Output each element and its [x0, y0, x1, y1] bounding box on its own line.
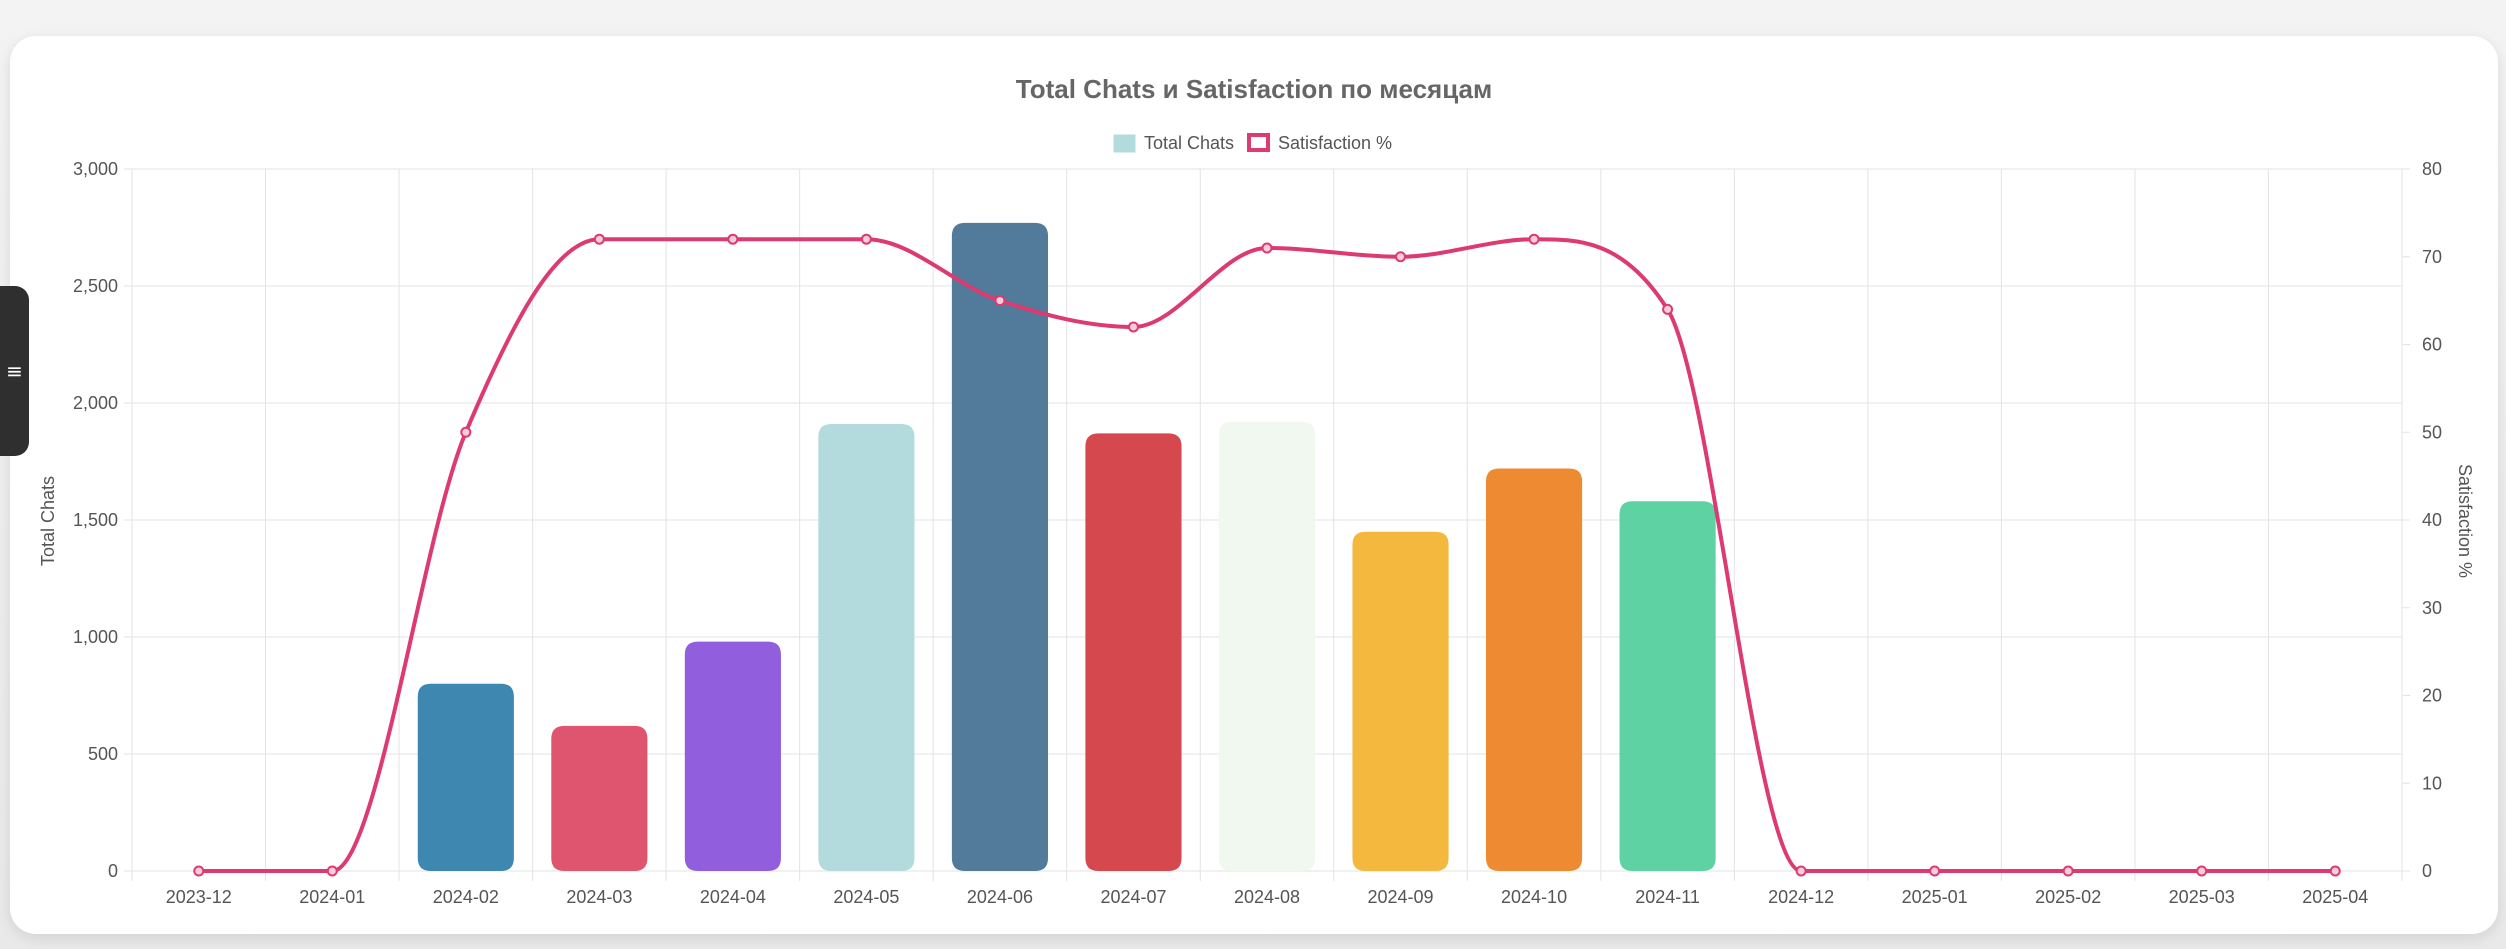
y-left-tick-label: 0	[108, 861, 118, 881]
x-tick-label: 2024-05	[833, 887, 899, 907]
y-left-tick-label: 2,000	[73, 393, 118, 413]
legend-item-satisfaction[interactable]: Satisfaction %	[1247, 133, 1392, 153]
y-right-tick-label: 60	[2422, 335, 2442, 355]
chart-title: Total Chats и Satisfaction по месяцам	[1016, 74, 1492, 104]
bar-2024-03[interactable]	[551, 725, 648, 871]
legend-label-satisfaction: Satisfaction %	[1278, 133, 1392, 153]
legend: Total Chats Satisfaction %	[1113, 133, 1392, 153]
y-left-tick-label: 2,500	[73, 276, 118, 296]
y-left-tick-label: 1,500	[73, 510, 118, 530]
y-right-tick-label: 0	[2422, 861, 2432, 881]
legend-swatch-total-chats	[1113, 134, 1136, 153]
legend-swatch-satisfaction	[1247, 133, 1270, 152]
bar-2024-10[interactable]	[1485, 468, 1583, 871]
y-right-tick-label: 20	[2422, 686, 2442, 706]
satisfaction-point-2024-07[interactable]	[1127, 321, 1139, 333]
satisfaction-point-2024-03[interactable]	[593, 233, 605, 245]
y-right-tick-label: 80	[2422, 159, 2442, 179]
x-tick-label: 2023-12	[166, 887, 232, 907]
x-tick-label: 2025-01	[1902, 887, 1968, 907]
bar-2024-06[interactable]	[951, 222, 1049, 871]
satisfaction-point-2024-06[interactable]	[994, 295, 1006, 307]
y-right-tick-label: 70	[2422, 247, 2442, 267]
satisfaction-point-2024-11[interactable]	[1662, 303, 1674, 315]
bar-2024-11[interactable]	[1619, 501, 1716, 871]
x-tick-label: 2025-04	[2302, 887, 2368, 907]
x-tick-label: 2024-08	[1234, 887, 1300, 907]
satisfaction-point-2025-03[interactable]	[2196, 865, 2208, 877]
satisfaction-point-2024-08[interactable]	[1261, 242, 1273, 254]
line-series	[193, 233, 2341, 877]
satisfaction-point-2023-12[interactable]	[193, 865, 205, 877]
grid-lines	[124, 168, 2410, 881]
satisfaction-point-2024-02[interactable]	[460, 426, 472, 438]
satisfaction-point-2024-01[interactable]	[326, 865, 338, 877]
x-tick-label: 2024-06	[967, 887, 1033, 907]
y-left-tick-label: 500	[88, 744, 118, 764]
satisfaction-point-2025-04[interactable]	[2329, 865, 2341, 877]
legend-item-total-chats[interactable]: Total Chats	[1113, 133, 1234, 153]
satisfaction-point-2024-10[interactable]	[1528, 233, 1540, 245]
y-right-axis-label: Satisfaction %	[2455, 464, 2475, 578]
satisfaction-point-2025-02[interactable]	[2062, 865, 2074, 877]
satisfaction-point-2024-12[interactable]	[1795, 865, 1807, 877]
satisfaction-point-2025-01[interactable]	[1929, 865, 1941, 877]
x-tick-label: 2025-02	[2035, 887, 2101, 907]
x-tick-label: 2024-07	[1100, 887, 1166, 907]
satisfaction-point-2024-09[interactable]	[1395, 251, 1407, 263]
y-right-tick-label: 30	[2422, 598, 2442, 618]
x-tick-label: 2024-09	[1367, 887, 1433, 907]
y-left-axis-label: Total Chats	[38, 476, 58, 566]
bar-2024-04[interactable]	[684, 641, 781, 871]
y-right-tick-label: 10	[2422, 773, 2442, 793]
x-tick-label: 2024-02	[433, 887, 499, 907]
y-right-tick-label: 40	[2422, 510, 2442, 530]
hamburger-icon: ≡	[6, 359, 23, 383]
chart-card: 0 500 1,000 1,500 2,000 2,500 3,000 0 10 20 30 40 50…	[10, 36, 2498, 934]
y-left-tick-label: 1,000	[73, 627, 118, 647]
bar-2024-08[interactable]	[1218, 421, 1316, 871]
x-tick-label: 2025-03	[2169, 887, 2235, 907]
x-tick-label: 2024-11	[1635, 887, 1700, 907]
satisfaction-point-2024-05[interactable]	[860, 233, 872, 245]
bar-series	[417, 222, 1716, 871]
x-tick-label: 2024-01	[299, 887, 365, 907]
bar-2024-05[interactable]	[818, 424, 915, 871]
y-right-tick-label: 50	[2422, 422, 2442, 442]
axes: 0 500 1,000 1,500 2,000 2,500 3,000 0 10 20 30 40 50…	[73, 159, 2442, 907]
bar-2024-02[interactable]	[417, 683, 514, 871]
legend-label-total-chats: Total Chats	[1144, 133, 1234, 153]
x-tick-label: 2024-04	[700, 887, 766, 907]
x-tick-label: 2024-10	[1501, 887, 1567, 907]
x-tick-label: 2024-12	[1768, 887, 1834, 907]
bar-2024-07[interactable]	[1085, 433, 1182, 871]
x-tick-label: 2024-03	[566, 887, 632, 907]
bar-2024-09[interactable]	[1352, 531, 1449, 871]
y-left-tick-label: 3,000	[73, 159, 118, 179]
satisfaction-point-2024-04[interactable]	[727, 233, 739, 245]
combo-chart: 0 500 1,000 1,500 2,000 2,500 3,000 0 10 20 30 40 50…	[38, 74, 2475, 907]
side-menu-toggle[interactable]: ≡	[0, 286, 29, 456]
